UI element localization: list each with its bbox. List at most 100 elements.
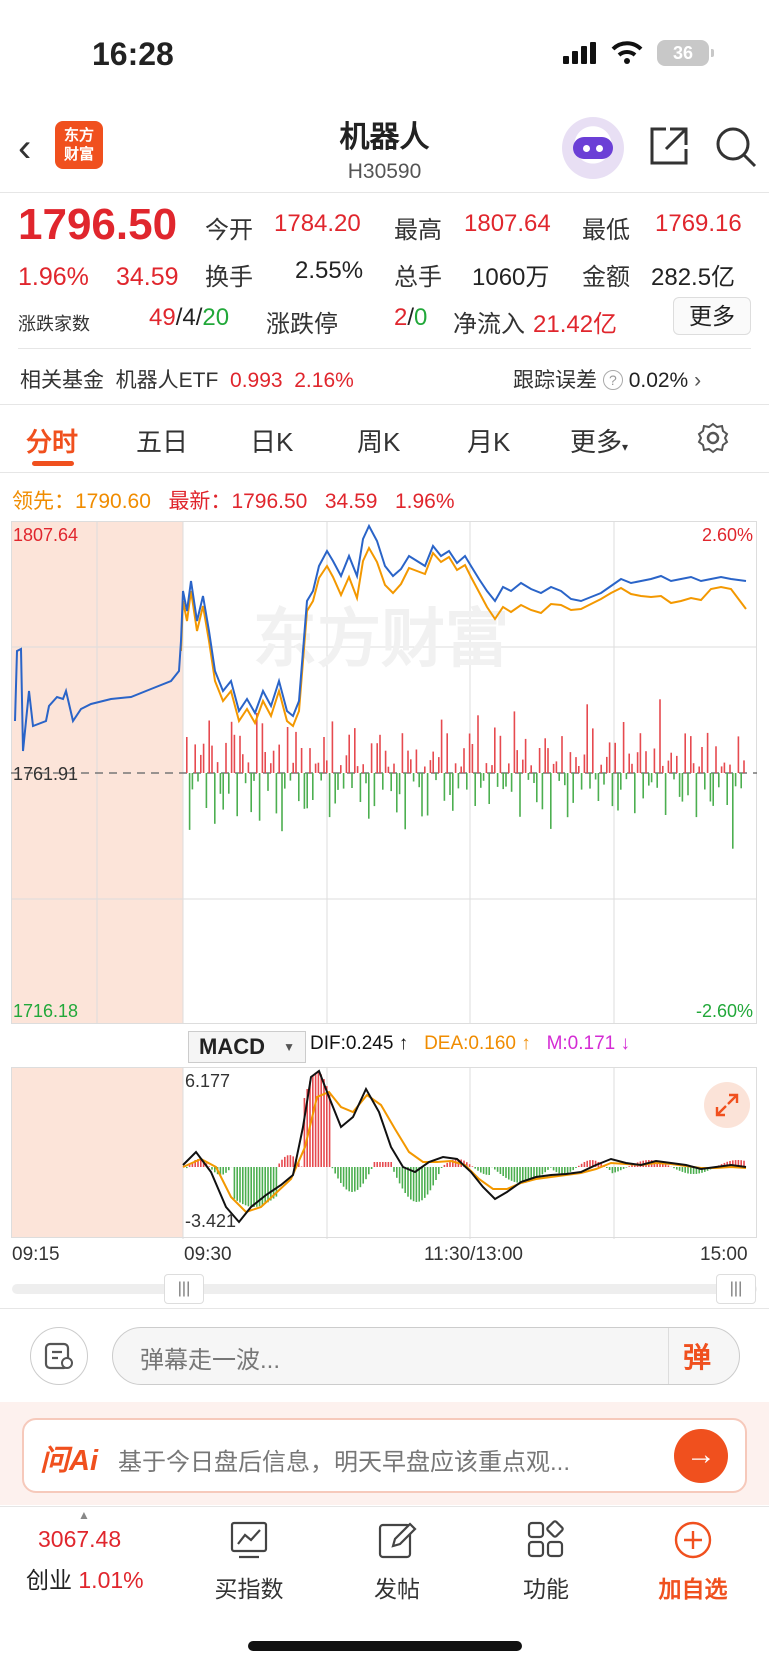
open-label: 今开 [205, 217, 253, 244]
macd-histogram-bar [228, 1167, 230, 1171]
grid-icon [527, 1520, 564, 1558]
volume-bar [253, 773, 255, 781]
macd-histogram-bar [390, 1162, 392, 1167]
expand-icon[interactable] [704, 1082, 750, 1128]
volume-bar [580, 773, 583, 790]
limit-values: 2/0 [394, 304, 428, 331]
volume-bar [684, 733, 686, 773]
tab-monthly-k[interactable]: 月K [467, 427, 511, 457]
macd-histogram-bar [354, 1167, 356, 1192]
volume-bar [482, 773, 485, 781]
volume-bar [569, 752, 572, 773]
back-icon[interactable]: ‹ [18, 126, 32, 170]
macd-histogram-bar [233, 1167, 236, 1199]
volume-bar [278, 744, 280, 773]
macd-histogram-bar [695, 1167, 698, 1174]
macd-histogram-bar [384, 1162, 387, 1167]
volume-bar [317, 762, 320, 773]
volume-bar [566, 773, 569, 818]
volume-bar [418, 773, 420, 788]
related-fund[interactable]: 相关基金 机器人ETF 0.993 2.16% [20, 369, 354, 392]
tab-weekly-k[interactable]: 周K [357, 427, 401, 457]
macd-histogram-bar [494, 1167, 496, 1170]
volume-bar [513, 711, 516, 773]
volume-bar [712, 773, 714, 806]
more-button[interactable]: 更多 [673, 297, 751, 335]
macd-histogram-bar [446, 1162, 448, 1167]
volume-bar [718, 773, 720, 788]
tab-intraday[interactable]: 分时 [26, 427, 79, 457]
tab-daily-k[interactable]: 日K [250, 427, 294, 457]
help-icon: ? [602, 370, 623, 390]
volume-bar [337, 773, 339, 790]
volume-bar [524, 738, 527, 773]
volume-bar [678, 773, 681, 797]
volume-bar [642, 773, 644, 799]
macd-histogram-bar [659, 1161, 661, 1167]
macd-histogram-bar [292, 1156, 294, 1167]
arrow-right-icon[interactable]: → [674, 1429, 728, 1483]
danmu-settings-icon[interactable] [30, 1327, 88, 1385]
macd-histogram-bar [418, 1167, 420, 1202]
macd-y-high: 6.177 [185, 1071, 230, 1091]
nav-buy-index[interactable]: 买指数 [189, 1516, 309, 1604]
range-slider-track[interactable] [12, 1284, 757, 1294]
search-icon[interactable] [714, 125, 758, 169]
macd-histogram-bar [477, 1167, 479, 1171]
macd-histogram-bar [326, 1086, 328, 1167]
macd-histogram-bar [564, 1167, 566, 1174]
pct-axis-low: -2.60% [696, 1001, 753, 1021]
volume-bar [533, 773, 535, 783]
index-ticker[interactable]: 创业 1.01% [26, 1567, 144, 1593]
range-handle-left[interactable]: ||| [164, 1274, 204, 1304]
volume-bar [547, 748, 549, 773]
nav-add-watchlist[interactable]: 加自选 [633, 1516, 753, 1604]
volume-bar [242, 754, 244, 773]
ai-prompt-text[interactable]: 基于今日盘后信息，明天早盘应该重点观... [118, 1449, 571, 1476]
macd-histogram-bar [558, 1167, 560, 1174]
volume-bar [606, 756, 608, 773]
macd-histogram-bar [188, 1164, 191, 1167]
eastmoney-logo: 东方 财富 [55, 121, 103, 169]
divider [0, 1308, 769, 1309]
indicator-select[interactable]: MACD ▼ [188, 1031, 306, 1063]
macd-histogram-bar [396, 1167, 398, 1178]
robot-avatar-icon[interactable] [562, 117, 624, 179]
volume-bar [538, 748, 541, 773]
open-value: 1784.20 [274, 210, 361, 237]
danmu-input[interactable] [112, 1327, 740, 1385]
volume-bar [298, 773, 300, 802]
macd-histogram-bar [536, 1167, 538, 1179]
range-handle-right[interactable]: ||| [716, 1274, 756, 1304]
macd-histogram-bar [373, 1162, 376, 1167]
tracking-error[interactable]: 跟踪误差 ? 0.02% › [513, 369, 702, 392]
macd-histogram-bar [398, 1167, 401, 1184]
volume-bar [505, 773, 507, 787]
netflow-value: 21.42亿 [533, 311, 618, 338]
index-value[interactable]: 3067.48 [38, 1526, 122, 1552]
danmu-toggle-button[interactable]: 弹 [683, 1342, 712, 1373]
intraday-chart[interactable]: 东方财富 1807.64 1761.91 1716.18 2.60% -2.60… [11, 521, 757, 1025]
macd-histogram-bar [348, 1167, 350, 1192]
ai-question-box[interactable] [22, 1418, 747, 1493]
tab-five-day[interactable]: 五日 [136, 427, 189, 457]
volume-bar [256, 713, 258, 773]
settings-icon[interactable] [697, 422, 729, 454]
macd-histogram-bar [673, 1167, 675, 1169]
macd-histogram-bar [726, 1161, 728, 1167]
macd-histogram-bar [362, 1167, 364, 1184]
macd-histogram-bar [317, 1072, 320, 1167]
average-price-line [180, 545, 747, 728]
volume-bar [379, 734, 381, 773]
volume-bar [468, 733, 471, 773]
nav-post[interactable]: 发帖 [337, 1516, 457, 1604]
macd-chart[interactable]: 6.177 -3.421 [11, 1067, 757, 1239]
volume-bar [639, 733, 642, 773]
macd-histogram-bar [284, 1156, 286, 1167]
volume-bar [608, 742, 611, 773]
tab-more[interactable]: 更多▾ [570, 427, 629, 457]
macd-histogram-bar [631, 1164, 633, 1167]
nav-functions[interactable]: 功能 [486, 1516, 606, 1604]
share-icon[interactable] [648, 125, 690, 167]
macd-histogram-bar [592, 1160, 594, 1167]
